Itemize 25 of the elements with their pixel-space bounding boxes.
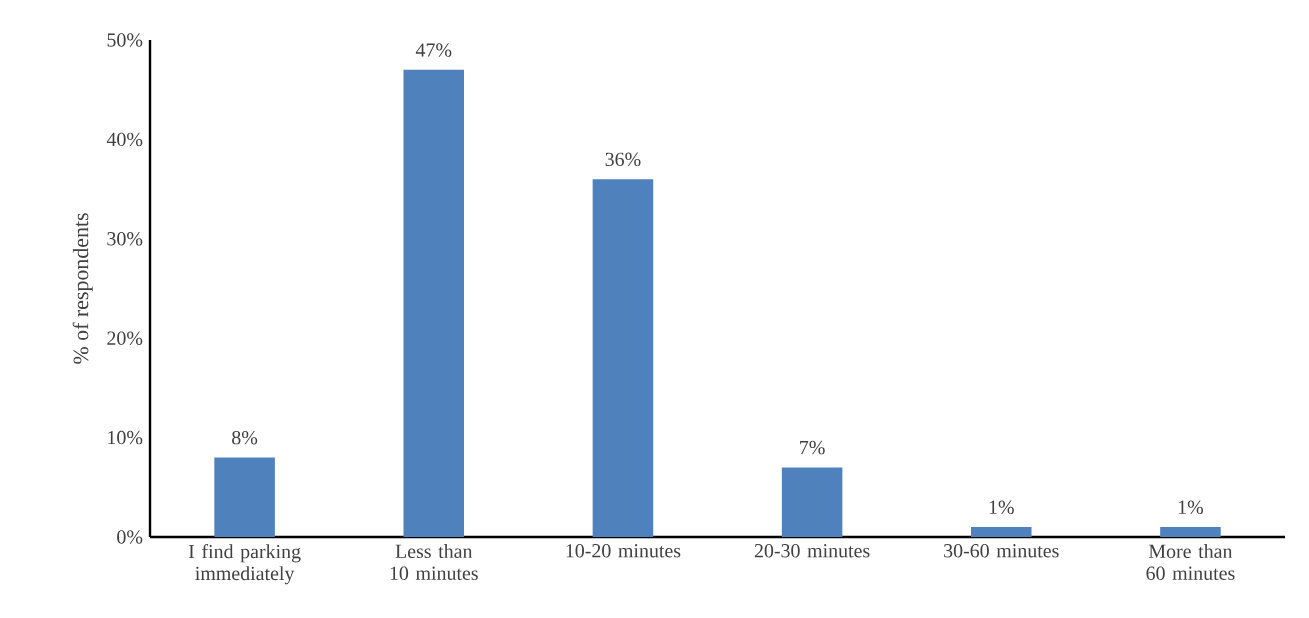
bar <box>1160 527 1221 537</box>
y-tick-label: 40% <box>106 132 143 147</box>
data-label: 47% <box>415 43 452 57</box>
x-tick-label: 10-20 minutes <box>566 544 681 558</box>
x-tick-label: Less than 10 minutes <box>390 544 478 580</box>
data-label: 8% <box>232 430 258 445</box>
y-tick-label: 30% <box>107 232 143 246</box>
bar <box>970 527 1032 537</box>
data-label: 7% <box>800 440 825 455</box>
bar <box>781 467 843 537</box>
data-label: 1% <box>989 500 1014 515</box>
bar <box>214 457 275 537</box>
y-tick-label: 50% <box>107 33 143 47</box>
data-label: 1% <box>1178 500 1204 515</box>
y-tick-label: 20% <box>107 331 143 345</box>
y-axis-title: % of respondents <box>72 213 93 364</box>
data-label: 36% <box>605 152 641 167</box>
x-tick-label: I find parking immediately <box>188 544 301 585</box>
y-tick-label: 10% <box>108 430 143 445</box>
x-tick-label: 30-60 minutes <box>944 544 1059 558</box>
y-tick-label: 0% <box>117 530 143 544</box>
x-tick-label: 20-30 minutes <box>754 544 870 558</box>
x-tick-label: More than 60 minutes <box>1146 544 1235 580</box>
bar <box>592 179 654 537</box>
bar <box>403 69 465 537</box>
